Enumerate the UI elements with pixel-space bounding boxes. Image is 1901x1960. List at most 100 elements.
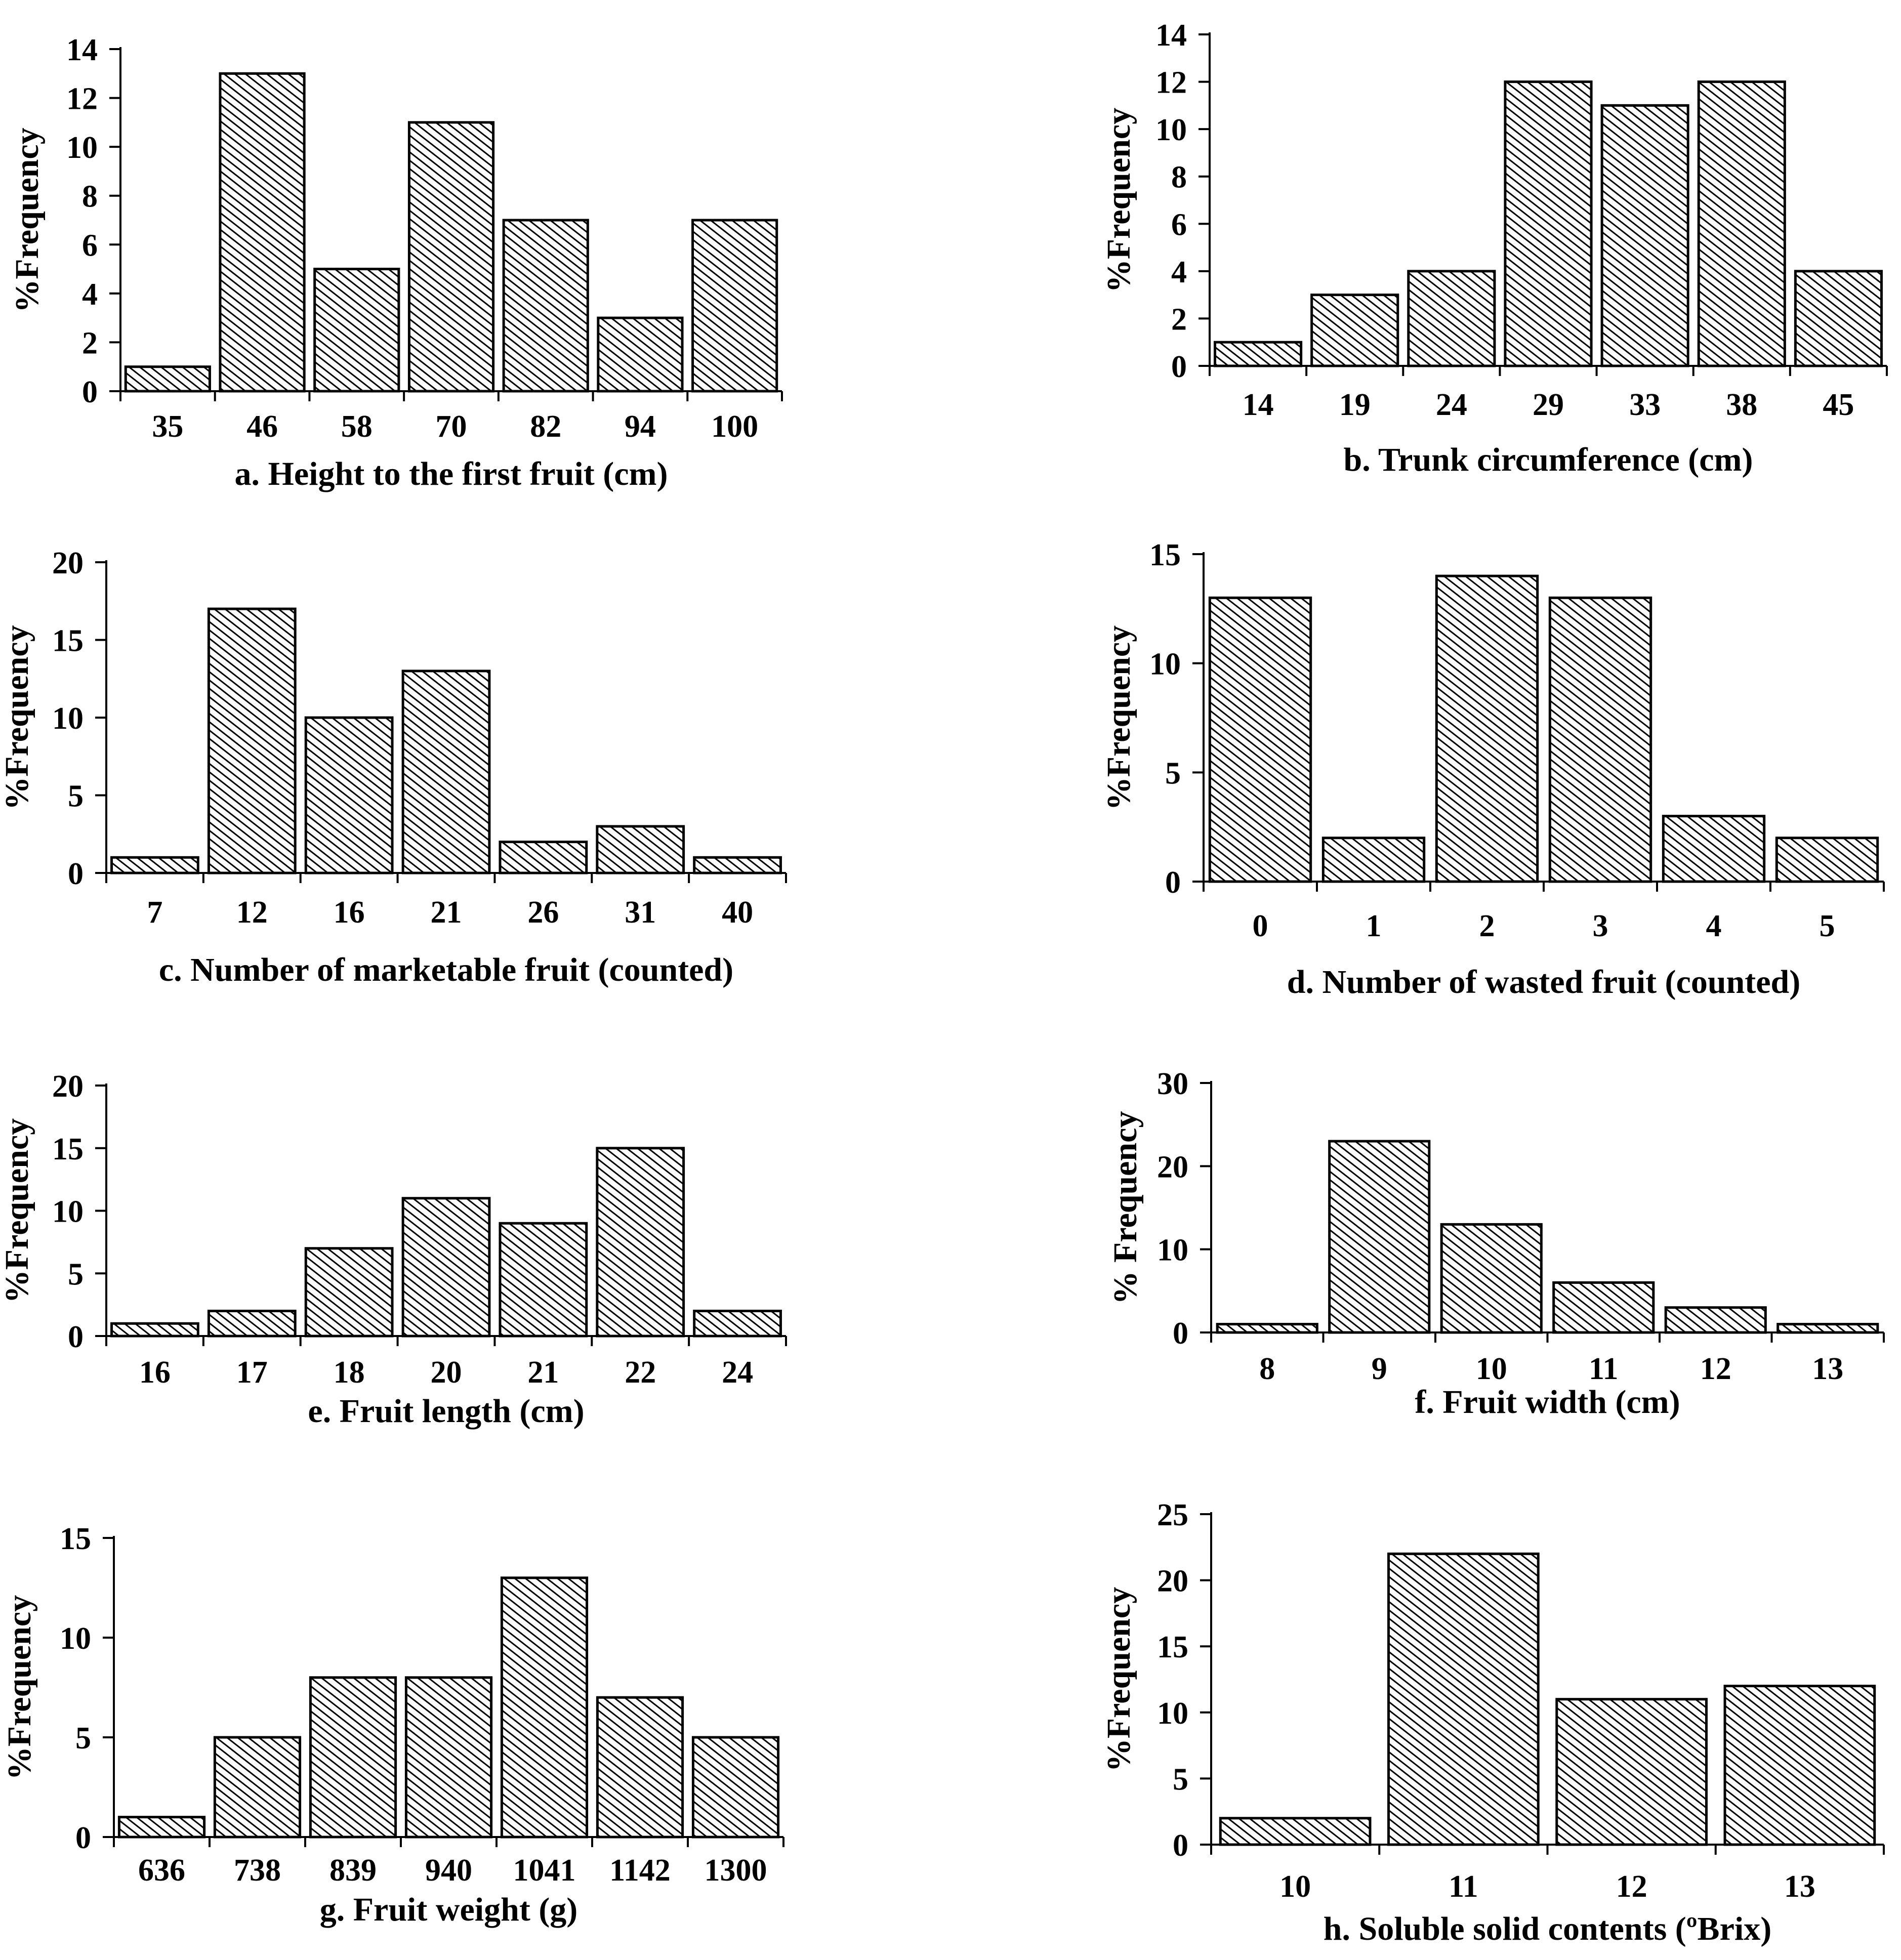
y-tick-label-g-3: 15	[60, 1522, 91, 1556]
bar-c-5	[596, 825, 685, 874]
x-tick-label-b-1: 19	[1339, 388, 1371, 422]
x-tick-label-e-1: 17	[236, 1355, 268, 1390]
x-tick-label-f-1: 9	[1372, 1352, 1387, 1386]
bar-d-2	[1435, 574, 1539, 883]
x-tick-label-f-5: 13	[1812, 1352, 1843, 1386]
bar-a-0	[124, 365, 211, 393]
y-tick-label-h-1: 5	[1173, 1762, 1188, 1797]
y-tick-label-b-5: 10	[1155, 113, 1187, 147]
x-tick-label-b-0: 14	[1243, 388, 1274, 422]
x-tick-label-f-4: 12	[1700, 1352, 1731, 1386]
x-tick-label-d-2: 2	[1479, 909, 1495, 943]
x-tick-label-d-1: 1	[1366, 909, 1382, 943]
y-tick-label-e-1: 5	[68, 1257, 84, 1291]
x-tick-label-f-2: 10	[1476, 1352, 1507, 1386]
y-tick-label-e-3: 15	[52, 1132, 84, 1166]
bar-c-1	[207, 607, 297, 874]
y-axis-title-e: %Frequency	[0, 1118, 35, 1303]
bar-a-3	[407, 121, 495, 393]
y-tick-label-a-3: 6	[82, 228, 98, 263]
bar-h-0	[1219, 1817, 1372, 1846]
bar-h-1	[1387, 1552, 1540, 1846]
bar-f-1	[1328, 1140, 1431, 1334]
y-tick-label-d-3: 15	[1149, 538, 1181, 572]
y-tick-label-b-4: 8	[1171, 160, 1187, 195]
bar-c-3	[401, 670, 491, 874]
bar-e-2	[304, 1247, 394, 1338]
x-tick-label-b-4: 33	[1629, 388, 1661, 422]
bar-b-1	[1310, 294, 1399, 367]
y-tick-label-d-2: 10	[1149, 647, 1181, 682]
x-tick-label-b-5: 38	[1726, 388, 1757, 422]
x-axis-title-h: h. Soluble solid contents (ºBrix)	[1324, 1910, 1771, 1947]
x-tick-label-e-6: 24	[722, 1355, 753, 1390]
x-tick-label-e-0: 16	[139, 1355, 171, 1390]
x-tick-label-a-0: 35	[152, 409, 183, 444]
x-tick-label-a-5: 94	[625, 409, 656, 444]
x-tick-label-b-3: 29	[1533, 388, 1564, 422]
chart-c: 0 5 10 15 20 7 12 16 21 26 31 40 c. Number of market…	[0, 546, 787, 988]
x-tick-label-g-6: 1300	[705, 1853, 767, 1888]
bar-g-2	[309, 1676, 397, 1839]
bar-e-1	[207, 1310, 297, 1338]
y-axis-title-g: %Frequency	[1, 1595, 38, 1780]
bar-c-2	[304, 716, 394, 874]
x-tick-label-b-6: 45	[1823, 388, 1854, 422]
bar-f-0	[1216, 1323, 1318, 1334]
bar-g-5	[596, 1696, 684, 1839]
x-tick-label-h-2: 12	[1616, 1869, 1647, 1904]
bar-h-3	[1723, 1685, 1876, 1846]
y-tick-label-f-2: 20	[1157, 1150, 1188, 1184]
y-tick-label-b-0: 0	[1171, 350, 1187, 384]
x-tick-label-a-1: 46	[246, 409, 278, 444]
y-axis-title-a: %Frequency	[9, 128, 46, 312]
x-axis-title-b: b. Trunk circumference (cm)	[1344, 441, 1753, 478]
x-tick-label-h-1: 11	[1449, 1869, 1478, 1904]
x-tick-label-c-3: 21	[431, 895, 462, 930]
chart-e: 0 5 10 15 20 16 17 18 20 21 22 24 e. Fruit length (c…	[0, 1069, 787, 1430]
bar-d-1	[1321, 837, 1426, 883]
y-tick-label-d-0: 0	[1165, 865, 1181, 900]
x-tick-label-g-5: 1142	[609, 1853, 671, 1888]
bar-g-3	[404, 1676, 493, 1839]
y-tick-label-h-2: 10	[1157, 1696, 1188, 1731]
bar-d-3	[1548, 596, 1652, 883]
y-tick-label-b-6: 12	[1155, 66, 1187, 100]
bar-a-6	[691, 219, 778, 393]
bar-b-4	[1600, 104, 1689, 367]
bar-b-0	[1214, 341, 1303, 367]
bar-b-5	[1697, 80, 1786, 367]
y-tick-label-b-1: 2	[1171, 302, 1187, 337]
x-tick-label-c-1: 12	[236, 895, 268, 930]
bar-h-2	[1555, 1698, 1708, 1846]
x-tick-label-h-3: 13	[1784, 1869, 1815, 1904]
y-tick-label-a-5: 10	[66, 131, 98, 165]
bar-d-5	[1775, 837, 1879, 883]
bar-g-4	[500, 1576, 589, 1839]
chart-h: 0 5 10 15 20 25 10 11 12 13 h. Soluble solid conte…	[1100, 1498, 1885, 1947]
y-tick-label-h-4: 20	[1157, 1564, 1188, 1599]
y-tick-label-a-0: 0	[82, 375, 98, 409]
x-tick-label-e-5: 22	[625, 1355, 656, 1390]
bar-f-3	[1552, 1281, 1655, 1334]
x-tick-label-g-2: 839	[329, 1853, 377, 1888]
x-tick-label-c-5: 31	[625, 895, 656, 930]
y-tick-label-h-5: 25	[1157, 1498, 1188, 1532]
x-tick-label-d-3: 3	[1593, 909, 1608, 943]
y-axis-title-b: %Frequency	[1100, 108, 1137, 293]
x-tick-label-e-4: 21	[527, 1355, 559, 1390]
x-tick-label-g-4: 1041	[513, 1853, 576, 1888]
y-tick-label-g-1: 5	[75, 1721, 91, 1756]
bar-a-4	[502, 219, 589, 393]
x-axis-title-f: f. Fruit width (cm)	[1415, 1384, 1680, 1421]
x-axis-title-e: e. Fruit length (cm)	[308, 1393, 584, 1430]
bar-f-5	[1776, 1323, 1879, 1334]
bar-c-6	[693, 856, 782, 874]
bar-d-0	[1208, 596, 1312, 883]
bar-g-0	[117, 1816, 206, 1839]
bar-f-2	[1440, 1223, 1543, 1334]
y-tick-label-f-1: 10	[1157, 1233, 1188, 1268]
